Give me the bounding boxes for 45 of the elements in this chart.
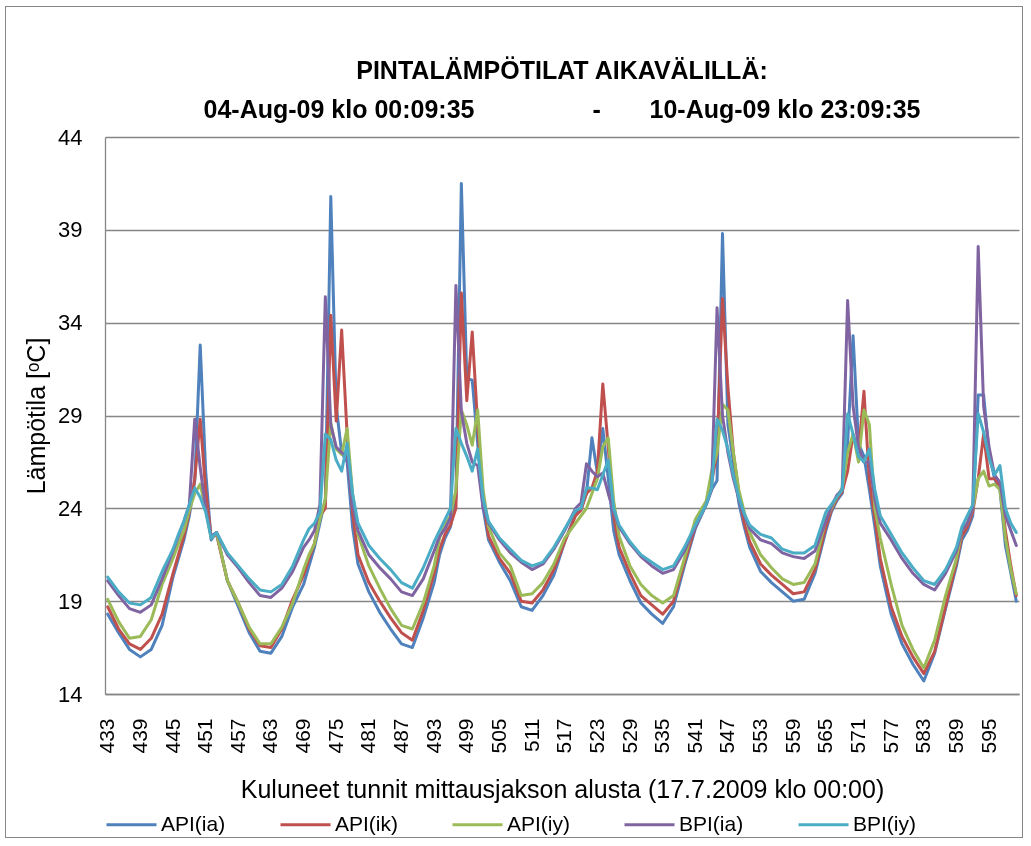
legend-label: BPI(iy) xyxy=(853,811,916,835)
y-tick-label: 19 xyxy=(58,588,83,614)
x-tick-label: 565 xyxy=(813,718,837,754)
x-tick-label: 475 xyxy=(323,718,347,754)
y-tick-label: 14 xyxy=(58,681,83,707)
x-tick-label: 553 xyxy=(748,718,772,754)
y-tick-label: 29 xyxy=(58,403,83,428)
chart-subtitle: 04-Aug-09 klo 00:09:35 - 10-Aug-09 klo 23:09:35 xyxy=(203,95,921,123)
x-tick-label: 481 xyxy=(356,718,380,754)
x-axis-title: Kuluneet tunnit mittausjakson alusta (17.7.2009 klo 00:00) xyxy=(240,774,885,803)
x-tick-label: 577 xyxy=(878,718,902,754)
x-tick-label: 523 xyxy=(584,718,608,754)
x-tick-label: 439 xyxy=(127,718,151,754)
x-tick-label: 535 xyxy=(650,718,674,754)
legend-label: API(ik) xyxy=(335,811,398,835)
x-tick-label: 457 xyxy=(225,718,249,754)
x-tick-label: 541 xyxy=(682,718,706,754)
x-tick-label: 595 xyxy=(976,718,1000,754)
y-tick-label: 44 xyxy=(58,124,83,150)
x-tick-label: 493 xyxy=(421,718,445,754)
x-tick-label: 571 xyxy=(846,718,870,754)
legend-label: API(ia) xyxy=(161,811,226,835)
y-tick-label: 39 xyxy=(58,217,83,243)
legend-label: API(iy) xyxy=(507,811,570,835)
y-tick-label: 34 xyxy=(58,310,83,336)
x-tick-label: 511 xyxy=(519,718,543,752)
x-tick-label: 589 xyxy=(943,718,967,754)
x-tick-label: 499 xyxy=(454,718,478,754)
x-tick-label: 445 xyxy=(160,718,184,754)
x-tick-label: 469 xyxy=(291,718,315,754)
y-tick-label: 24 xyxy=(58,495,83,521)
x-tick-label: 433 xyxy=(95,718,119,754)
x-tick-label: 529 xyxy=(617,718,641,754)
x-tick-label: 517 xyxy=(552,718,576,754)
x-tick-label: 583 xyxy=(911,718,935,754)
legend-label: BPI(ia) xyxy=(679,811,744,835)
x-tick-label: 559 xyxy=(780,718,804,754)
line-series xyxy=(106,412,1018,607)
x-tick-label: 487 xyxy=(389,718,413,754)
chart-title: PINTALÄMPÖTILAT AIKAVÄLILLÄ: xyxy=(356,56,768,84)
x-tick-label: 463 xyxy=(258,718,282,754)
x-tick-label: 451 xyxy=(193,718,217,754)
y-axis-title: Lämpötila [ᵒC] xyxy=(22,337,51,495)
x-tick-label: 547 xyxy=(715,718,739,754)
x-tick-label: 505 xyxy=(486,718,510,754)
